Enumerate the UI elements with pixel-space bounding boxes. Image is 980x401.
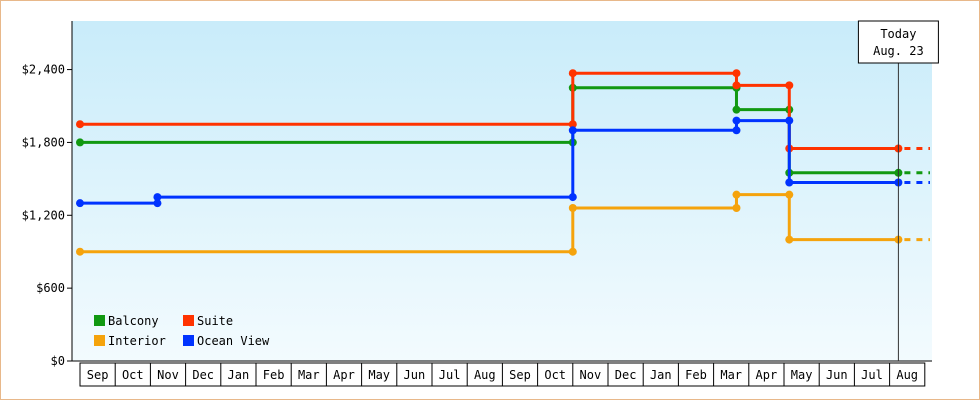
today-marker: Today Aug. 23 [857,20,939,361]
x-tick-label: Feb [263,368,285,382]
x-tick-label: Feb [685,368,707,382]
legend: Balcony Suite Interior Ocean View [94,314,270,348]
series-suite [76,69,930,153]
x-tick-label: Sep [87,368,109,382]
data-point [153,199,162,208]
data-point [76,247,84,256]
x-tick-label: Oct [544,368,566,382]
x-tick-label: Sep [509,368,531,382]
legend-label: Suite [197,314,233,328]
x-tick-label: Dec [192,368,214,382]
x-tick-label: Oct [122,368,144,382]
data-point [785,235,794,244]
legend-item-balcony: Balcony [94,314,159,328]
data-point [153,193,162,202]
data-point [785,178,794,187]
data-point [76,120,84,129]
data-point [568,247,577,256]
y-tick-label: $2,400 [22,63,65,77]
data-point [785,81,794,90]
legend-swatch [183,315,194,326]
today-date: Aug. 23 [873,44,924,58]
data-point [732,105,741,114]
x-tick-label: Jan [228,368,250,382]
data-point [785,190,794,199]
x-tick-label: Mar [298,368,320,382]
x-tick-label: Apr [333,368,355,382]
data-point [568,126,577,135]
legend-swatch [183,335,194,346]
series-interior [76,190,930,256]
y-tick-label: $1,800 [22,135,65,149]
x-tick-label: Jan [650,368,672,382]
x-tick-label: Jun [826,368,848,382]
y-tick-label: $0 [51,354,65,368]
y-tick-label: $1,200 [22,208,65,222]
legend-swatch [94,315,105,326]
data-point [732,204,741,212]
data-point [732,81,741,90]
data-point [785,116,794,125]
x-tick-label: Jul [861,368,883,382]
data-point [568,204,577,212]
data-point [732,69,741,78]
x-tick-label: May [368,368,390,382]
x-tick-label: Mar [720,368,742,382]
legend-swatch [94,335,105,346]
x-tick-label: May [791,368,813,382]
legend-item-ocean-view: Ocean View [183,334,270,348]
series-layer [76,69,930,256]
data-point [76,199,84,208]
x-tick-label: Dec [615,368,637,382]
data-point [568,193,577,202]
data-point [568,120,577,129]
x-tick-label: Nov [157,368,179,382]
legend-item-interior: Interior [94,334,166,348]
data-point [732,126,741,135]
legend-label: Ocean View [197,334,270,348]
legend-item-suite: Suite [183,314,233,328]
data-point [76,138,84,147]
legend-label: Interior [108,334,166,348]
x-tick-label: Aug [474,368,496,382]
legend-label: Balcony [108,314,159,328]
data-point [732,190,741,199]
y-tick-label: $600 [36,281,65,295]
data-point [732,116,741,125]
data-point [568,69,577,78]
x-tick-label: Aug [896,368,918,382]
axes: $0 $600 $1,200 $1,800 $2,400 Sep Oct Nov Dec Jan F… [22,21,932,387]
today-box [857,20,939,64]
x-tick-label: Jul [439,368,461,382]
x-tick-label: Apr [756,368,778,382]
plot-background [72,21,932,361]
x-tick-label: Nov [580,368,602,382]
today-label: Today [880,27,916,41]
series-ocean-view [76,116,930,208]
x-tick-label: Jun [404,368,426,382]
